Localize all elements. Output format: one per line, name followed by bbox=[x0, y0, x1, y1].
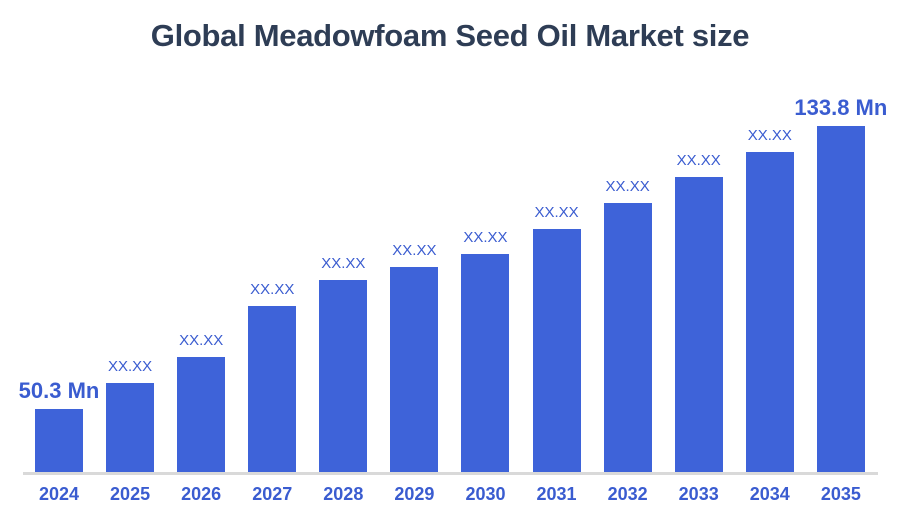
bar bbox=[248, 306, 297, 472]
bar bbox=[816, 126, 865, 472]
bar-value-label: XX.XX bbox=[463, 229, 508, 246]
x-axis-tick-label: 2030 bbox=[465, 484, 506, 504]
bar-column: XX.XX bbox=[461, 229, 510, 472]
bar-column: XX.XX bbox=[390, 242, 439, 472]
x-axis-tick-label: 2029 bbox=[394, 484, 435, 504]
bar-column: XX.XX bbox=[106, 358, 155, 472]
bar-column: 50.3 Mn bbox=[19, 378, 99, 472]
bar bbox=[35, 409, 83, 472]
x-axis-tick-label: 2027 bbox=[252, 484, 293, 504]
bar-value-label: XX.XX bbox=[747, 127, 792, 144]
bar bbox=[603, 203, 652, 472]
bar-column: XX.XX bbox=[532, 204, 581, 472]
x-axis-tick-label: 2028 bbox=[323, 484, 364, 504]
bar-value-label: XX.XX bbox=[534, 204, 579, 221]
x-axis-tick-label: 2025 bbox=[110, 484, 151, 504]
bar bbox=[106, 383, 155, 472]
bar-column: XX.XX bbox=[674, 152, 723, 472]
bar-column: XX.XX bbox=[177, 332, 226, 472]
x-axis-tick-label: 2026 bbox=[181, 484, 222, 504]
bar-value-label: 50.3 Mn bbox=[18, 378, 100, 403]
bar-value-label: XX.XX bbox=[392, 242, 437, 259]
bar bbox=[177, 357, 226, 472]
bar-value-label: XX.XX bbox=[179, 332, 224, 349]
bar-column: XX.XX bbox=[248, 281, 297, 472]
x-axis-tick-label: 2035 bbox=[820, 484, 861, 504]
bar-column: XX.XX bbox=[745, 127, 794, 472]
x-axis-tick-label: 2031 bbox=[536, 484, 577, 504]
bar bbox=[532, 229, 581, 472]
bar-column: XX.XX bbox=[319, 255, 368, 472]
plot-area: 50.3 Mn XX.XX XX.XX XX.XX XX.XX XX.XX XX.XX XX.… bbox=[19, 80, 887, 472]
bar bbox=[461, 254, 510, 472]
bar-column: 133.8 Mn bbox=[794, 95, 887, 472]
bar-value-label: 133.8 Mn bbox=[794, 95, 888, 120]
x-axis-tick-label: 2034 bbox=[749, 484, 790, 504]
x-axis-labels: 2024 2025 2026 2027 2028 2029 2030 2031 2032 2033… bbox=[35, 484, 865, 505]
bar bbox=[390, 267, 439, 472]
bar-value-label: XX.XX bbox=[107, 358, 153, 375]
bar bbox=[745, 152, 794, 472]
x-axis-tick-label: 2024 bbox=[38, 484, 80, 504]
x-axis-line bbox=[23, 472, 878, 475]
bar-column: XX.XX bbox=[603, 178, 652, 472]
x-axis-tick-label: 2032 bbox=[607, 484, 648, 504]
x-axis-tick-label: 2033 bbox=[678, 484, 719, 504]
bar-value-label: XX.XX bbox=[605, 178, 650, 195]
chart-title: Global Meadowfoam Seed Oil Market size bbox=[150, 18, 750, 53]
bar bbox=[319, 280, 368, 472]
bar-value-label: XX.XX bbox=[250, 281, 295, 298]
bar-value-label: XX.XX bbox=[321, 255, 366, 272]
bar bbox=[674, 177, 723, 472]
bar-value-label: XX.XX bbox=[676, 152, 721, 169]
